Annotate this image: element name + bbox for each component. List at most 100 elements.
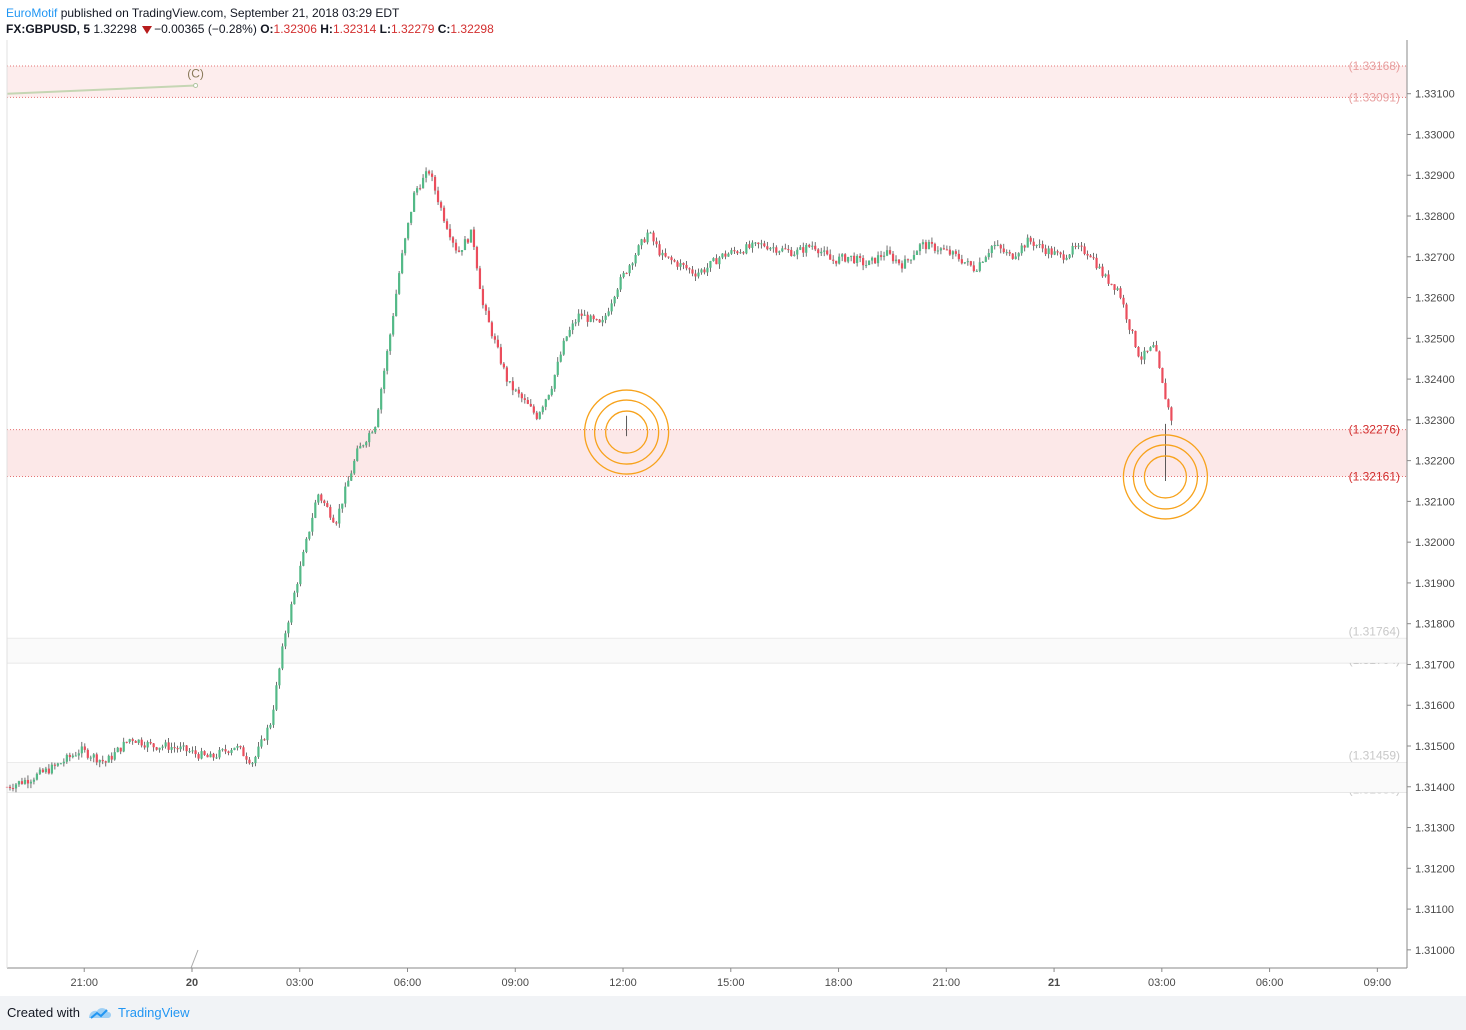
candle-down bbox=[691, 269, 694, 274]
candle-up bbox=[805, 244, 808, 253]
candle-up bbox=[14, 784, 18, 789]
candle-up bbox=[577, 313, 580, 323]
candle-up bbox=[179, 746, 182, 750]
candle-down bbox=[529, 403, 532, 407]
tradingview-logo-icon[interactable] bbox=[87, 1004, 113, 1022]
wave-c-line bbox=[6, 84, 196, 95]
candle-up bbox=[284, 633, 287, 647]
candle-down bbox=[176, 748, 179, 750]
candle-up bbox=[589, 315, 592, 322]
candle-down bbox=[942, 248, 946, 250]
candle-down bbox=[335, 522, 338, 524]
candle-down bbox=[1146, 350, 1149, 352]
candle-up bbox=[200, 751, 203, 759]
candle-down bbox=[11, 788, 15, 790]
candle-down bbox=[1155, 345, 1158, 352]
candle-up bbox=[903, 259, 907, 269]
candle-down bbox=[658, 244, 661, 256]
candle-down bbox=[1101, 266, 1104, 277]
candle-down bbox=[844, 254, 847, 262]
candle-down bbox=[263, 739, 266, 741]
chart-header: EuroMotif published on TradingView.com, … bbox=[6, 5, 494, 37]
candle-up bbox=[718, 257, 721, 265]
candle-down bbox=[1059, 252, 1062, 255]
candle-up bbox=[164, 742, 167, 747]
open-value: 1.32306 bbox=[273, 22, 317, 36]
candle-down bbox=[859, 256, 862, 259]
candle-down bbox=[1029, 237, 1032, 242]
candle-up bbox=[541, 406, 544, 413]
candle-up bbox=[287, 622, 290, 634]
y-tick-label: 1.32400 bbox=[1415, 374, 1455, 386]
open-label: O: bbox=[260, 22, 274, 36]
symbol-label: FX:GBPUSD, 5 bbox=[6, 22, 91, 36]
candle-down bbox=[1134, 330, 1137, 348]
candle-up bbox=[921, 242, 925, 245]
candle-up bbox=[1104, 274, 1107, 277]
candle-down bbox=[83, 746, 86, 750]
candle-up bbox=[209, 753, 212, 758]
price-chart[interactable]: (1.33168) (1.33091) (1.32276) (1.32161) (1.… bbox=[0, 0, 1466, 996]
y-tick-label: 1.32900 bbox=[1415, 170, 1455, 182]
candle-up bbox=[269, 724, 272, 728]
candle-up bbox=[308, 531, 311, 539]
candle-up bbox=[380, 389, 383, 410]
candle-down bbox=[757, 242, 760, 245]
candle-up bbox=[1065, 257, 1068, 260]
candle-up bbox=[191, 750, 194, 752]
candle-down bbox=[185, 745, 188, 752]
candle-down bbox=[499, 347, 502, 364]
candle-up bbox=[739, 252, 742, 254]
candle-up bbox=[574, 322, 577, 324]
candle-up bbox=[993, 244, 996, 247]
candle-up bbox=[122, 741, 125, 752]
candle-up bbox=[362, 445, 365, 447]
candle-up bbox=[272, 709, 275, 725]
candle-down bbox=[673, 260, 676, 262]
candle-up bbox=[1152, 345, 1155, 348]
candle-up bbox=[293, 592, 296, 605]
candle-up bbox=[634, 255, 637, 264]
candle-up bbox=[80, 746, 83, 754]
candle-down bbox=[487, 310, 491, 323]
y-tick-label: 1.31200 bbox=[1415, 863, 1455, 875]
candle-down bbox=[766, 246, 769, 250]
candle-down bbox=[119, 747, 122, 752]
y-tick-label: 1.31700 bbox=[1415, 659, 1455, 671]
candle-down bbox=[832, 259, 835, 261]
candle-up bbox=[850, 255, 853, 257]
high-label: H: bbox=[320, 22, 333, 36]
candle-down bbox=[879, 255, 883, 257]
candle-up bbox=[772, 247, 775, 249]
y-tick-label: 1.32200 bbox=[1415, 456, 1455, 468]
candle-up bbox=[182, 745, 185, 747]
candle-up bbox=[353, 460, 356, 474]
candle-up bbox=[59, 763, 62, 765]
candle-up bbox=[885, 250, 889, 256]
candle-down bbox=[960, 259, 963, 264]
candle-up bbox=[1014, 256, 1017, 259]
candle-up bbox=[221, 749, 224, 751]
candle-down bbox=[86, 749, 89, 758]
candle-up bbox=[604, 315, 607, 320]
candle-down bbox=[206, 754, 209, 758]
candle-down bbox=[643, 239, 646, 243]
candle-up bbox=[377, 409, 380, 428]
published-text: published on TradingView.com, September … bbox=[60, 6, 400, 20]
candle-up bbox=[1020, 245, 1023, 254]
candle-down bbox=[125, 741, 128, 743]
candle-down bbox=[448, 228, 452, 238]
candle-up bbox=[856, 256, 859, 264]
candle-down bbox=[1158, 351, 1161, 368]
candle-up bbox=[882, 255, 886, 257]
candle-up bbox=[230, 749, 233, 753]
zone-top-label: (1.32276) bbox=[1349, 423, 1400, 437]
candle-up bbox=[978, 262, 981, 271]
candle-up bbox=[1047, 248, 1050, 255]
candle-down bbox=[167, 742, 170, 750]
author-link[interactable]: EuroMotif bbox=[6, 6, 58, 20]
candle-up bbox=[547, 394, 550, 400]
tradingview-brand-link[interactable]: TradingView bbox=[118, 1005, 190, 1020]
candle-up bbox=[233, 747, 236, 750]
x-tick-label: 09:00 bbox=[1364, 977, 1392, 989]
